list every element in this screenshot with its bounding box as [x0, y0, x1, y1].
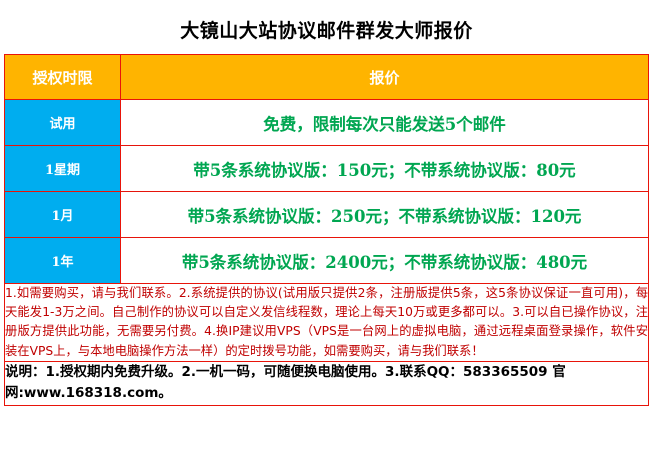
price-cell-week: 带5条系统协议版：150元；不带系统协议版：80元	[120, 145, 649, 192]
header-cell-term: 授权时限	[4, 54, 121, 100]
table-row: 1年 带5条系统协议版：2400元；不带系统协议版：480元	[4, 237, 649, 284]
table-row: 1星期 带5条系统协议版：150元；不带系统协议版：80元	[4, 145, 649, 192]
page-title: 大镜山大站协议邮件群发大师报价	[180, 20, 473, 42]
table-row: 试用 免费，限制每次只能发送5个邮件	[4, 99, 649, 146]
term-cell-month: 1月	[4, 191, 121, 238]
purchase-notes: 1.如需要购买，请与我们联系。2.系统提供的协议(试用版只提供2条，注册版提供5…	[4, 283, 649, 362]
price-cell-month: 带5条系统协议版：250元；不带系统协议版：120元	[120, 191, 649, 238]
price-cell-trial: 免费，限制每次只能发送5个邮件	[120, 99, 649, 146]
table-row: 1月 带5条系统协议版：250元；不带系统协议版：120元	[4, 191, 649, 238]
term-cell-trial: 试用	[4, 99, 121, 146]
table-note-row: 1.如需要购买，请与我们联系。2.系统提供的协议(试用版只提供2条，注册版提供5…	[4, 283, 649, 362]
header-cell-price: 报价	[120, 54, 649, 100]
pricing-table: 授权时限 报价 试用 免费，限制每次只能发送5个邮件 1星期 带5条系统协议版：…	[4, 54, 649, 406]
contact-footer: 说明：1.授权期内免费升级。2.一机一码，可随便换电脑使用。3.联系QQ：583…	[4, 360, 649, 406]
price-cell-year: 带5条系统协议版：2400元；不带系统协议版：480元	[120, 237, 649, 284]
table-footer-row: 说明：1.授权期内免费升级。2.一机一码，可随便换电脑使用。3.联系QQ：583…	[4, 360, 649, 406]
term-cell-year: 1年	[4, 237, 121, 284]
table-header-row: 授权时限 报价	[4, 54, 649, 100]
term-cell-week: 1星期	[4, 145, 121, 192]
